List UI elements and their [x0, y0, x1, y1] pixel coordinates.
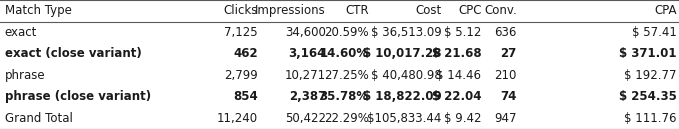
Text: 34,600: 34,600	[285, 26, 326, 39]
Text: $ 111.76: $ 111.76	[625, 112, 677, 125]
Text: 35.78%: 35.78%	[320, 90, 369, 103]
Text: $ 254.35: $ 254.35	[619, 90, 677, 103]
Text: CPC: CPC	[458, 4, 481, 17]
Text: exact: exact	[5, 26, 37, 39]
Text: $ 192.77: $ 192.77	[625, 69, 677, 82]
Text: 20.59%: 20.59%	[324, 26, 369, 39]
Text: $ 57.41: $ 57.41	[632, 26, 677, 39]
Text: 854: 854	[234, 90, 258, 103]
Text: 27.25%: 27.25%	[324, 69, 369, 82]
Text: $ 371.01: $ 371.01	[619, 47, 677, 60]
Text: phrase: phrase	[5, 69, 45, 82]
Text: 947: 947	[494, 112, 517, 125]
Text: 3,164: 3,164	[289, 47, 326, 60]
Text: 210: 210	[494, 69, 517, 82]
Text: Match Type: Match Type	[5, 4, 71, 17]
Text: $ 36,513.09: $ 36,513.09	[371, 26, 441, 39]
Text: $ 9.42: $ 9.42	[444, 112, 481, 125]
Text: 27: 27	[500, 47, 517, 60]
Text: $ 5.12: $ 5.12	[444, 26, 481, 39]
Text: 2,387: 2,387	[289, 90, 326, 103]
Text: 74: 74	[500, 90, 517, 103]
Text: CTR: CTR	[345, 4, 369, 17]
Text: $105,833.44: $105,833.44	[367, 112, 441, 125]
Text: 22.29%: 22.29%	[324, 112, 369, 125]
Text: $ 22.04: $ 22.04	[432, 90, 481, 103]
Text: phrase (close variant): phrase (close variant)	[5, 90, 151, 103]
Text: 14.60%: 14.60%	[320, 47, 369, 60]
Text: 636: 636	[494, 26, 517, 39]
Text: $ 40,480.98: $ 40,480.98	[371, 69, 441, 82]
Text: 7,125: 7,125	[224, 26, 258, 39]
Text: 2,799: 2,799	[224, 69, 258, 82]
Text: Cost: Cost	[415, 4, 441, 17]
Text: Conv.: Conv.	[484, 4, 517, 17]
Text: $ 14.46: $ 14.46	[437, 69, 481, 82]
Text: CPA: CPA	[655, 4, 677, 17]
Text: 50,422: 50,422	[285, 112, 326, 125]
Text: 10,271: 10,271	[285, 69, 326, 82]
Text: $ 18,822.09: $ 18,822.09	[363, 90, 441, 103]
Text: exact (close variant): exact (close variant)	[5, 47, 141, 60]
Text: Grand Total: Grand Total	[5, 112, 73, 125]
Text: 462: 462	[234, 47, 258, 60]
Text: Clicks: Clicks	[223, 4, 258, 17]
Text: $ 21.68: $ 21.68	[432, 47, 481, 60]
Text: Impressions: Impressions	[255, 4, 326, 17]
Text: 11,240: 11,240	[217, 112, 258, 125]
Text: $ 10,017.28: $ 10,017.28	[363, 47, 441, 60]
